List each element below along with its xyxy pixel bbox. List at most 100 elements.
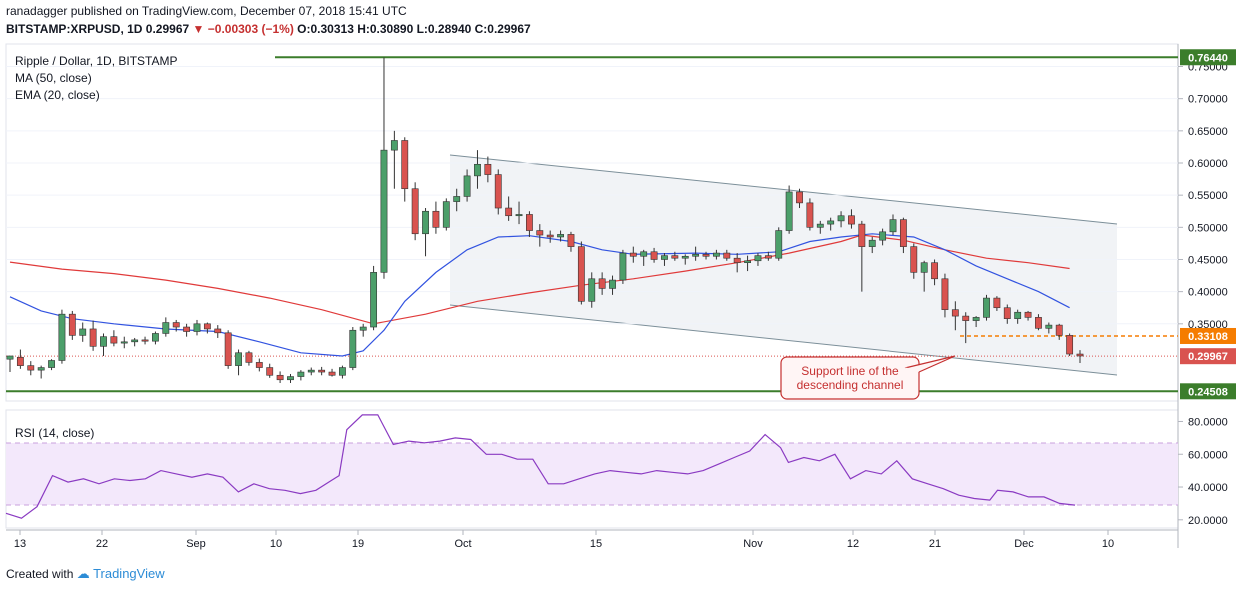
candle [1045, 322, 1053, 334]
candle [889, 214, 897, 236]
candle-body [1003, 307, 1011, 319]
candle-body [941, 278, 949, 310]
candle-body [609, 279, 616, 289]
candle [245, 350, 253, 366]
price-tick-label: 0.65000 [1188, 126, 1228, 138]
candle-body [744, 260, 751, 264]
candle-body [235, 352, 242, 366]
candle [193, 319, 201, 336]
channel-support-line[interactable] [449, 304, 1118, 376]
candle [79, 322, 87, 342]
price-tick-label: 0.40000 [1188, 287, 1228, 299]
candle-body [806, 202, 814, 228]
rsi-line [5, 414, 1076, 519]
time-tick-label: 22 [96, 538, 108, 550]
high-level-label-bg [1180, 49, 1236, 66]
created-with-text: Created with [6, 567, 74, 581]
candle [287, 373, 294, 383]
candle-body [754, 255, 762, 262]
support-annotation[interactable]: Support line of the descending channel [780, 355, 956, 400]
time-tick-label: 12 [847, 538, 859, 550]
candle [806, 198, 814, 231]
candle-body [1045, 324, 1053, 329]
legend-ema20: EMA (20, close) [15, 88, 100, 102]
candle-body [120, 341, 128, 344]
candle [557, 230, 564, 242]
candle [380, 57, 388, 279]
candle-body [359, 326, 367, 331]
candle [162, 317, 170, 337]
author-name[interactable]: ranadagger [6, 4, 68, 18]
annotation-line-1: Support line of the [801, 364, 899, 378]
candle [474, 150, 481, 189]
tradingview-brand[interactable]: TradingView [93, 566, 165, 581]
price-tick-label: 0.50000 [1188, 222, 1228, 234]
ohlc-values: O:0.30313 H:0.30890 L:0.28940 C:0.29967 [297, 22, 531, 36]
candle [411, 182, 419, 241]
candle-body [931, 262, 938, 280]
candle-body [411, 188, 419, 235]
low-level-label-bg [1180, 383, 1236, 400]
candle [422, 208, 429, 257]
candle [764, 251, 772, 261]
legend-main: Ripple / Dollar, 1D, BITSTAMP [15, 54, 178, 68]
candle [370, 265, 378, 331]
candle-body [172, 322, 180, 328]
candle [920, 260, 928, 292]
candle-body [380, 149, 388, 273]
candle-body [318, 369, 326, 373]
candle-body [723, 252, 731, 259]
candle-body [162, 322, 170, 334]
candle [899, 217, 907, 254]
candle [754, 253, 762, 266]
candle-body [515, 214, 523, 217]
candle-body [827, 220, 835, 225]
candle [692, 246, 700, 261]
candle [910, 243, 918, 279]
low-level-label-text: 0.24508 [1188, 386, 1228, 398]
candle [629, 246, 637, 263]
candle [48, 359, 55, 371]
candle [494, 169, 502, 215]
last-price-label-text: 0.29967 [1188, 351, 1228, 363]
candle-body [100, 336, 107, 347]
rsi-tick-label: 20.0000 [1188, 515, 1228, 527]
candle-body [879, 231, 887, 241]
candle [972, 316, 980, 328]
candle-body [619, 252, 627, 281]
candle-body [349, 329, 357, 368]
candle [442, 198, 450, 231]
time-tick-label: 19 [352, 538, 364, 550]
candle-body [775, 230, 783, 259]
resistance-label-text: 0.33108 [1188, 331, 1228, 343]
candle [546, 230, 554, 243]
channel-upper-line[interactable] [449, 154, 1118, 225]
candle-body [910, 246, 918, 273]
time-tick-label: 21 [929, 538, 941, 550]
candle [235, 349, 242, 376]
down-arrow-icon: ▼ [192, 22, 205, 36]
candle [390, 130, 398, 189]
candle-body [1076, 353, 1084, 357]
candle [141, 336, 149, 345]
candle-body [577, 246, 585, 302]
candle [1024, 310, 1032, 321]
candle [744, 255, 751, 272]
tradingview-logo-icon[interactable]: ☁ [76, 566, 90, 581]
candle [650, 247, 658, 263]
candle-body [889, 219, 897, 233]
candle [37, 365, 45, 379]
candle-body [557, 234, 564, 238]
candle [100, 333, 107, 356]
candle-body [339, 367, 346, 376]
candle [837, 211, 845, 228]
resistance-label-bg [1180, 327, 1236, 344]
candle [1014, 309, 1022, 324]
candle [131, 337, 139, 347]
candle-body [858, 223, 866, 247]
candle [89, 320, 97, 351]
candle [339, 365, 346, 379]
candle-body [287, 376, 294, 381]
candle-body [48, 360, 55, 368]
